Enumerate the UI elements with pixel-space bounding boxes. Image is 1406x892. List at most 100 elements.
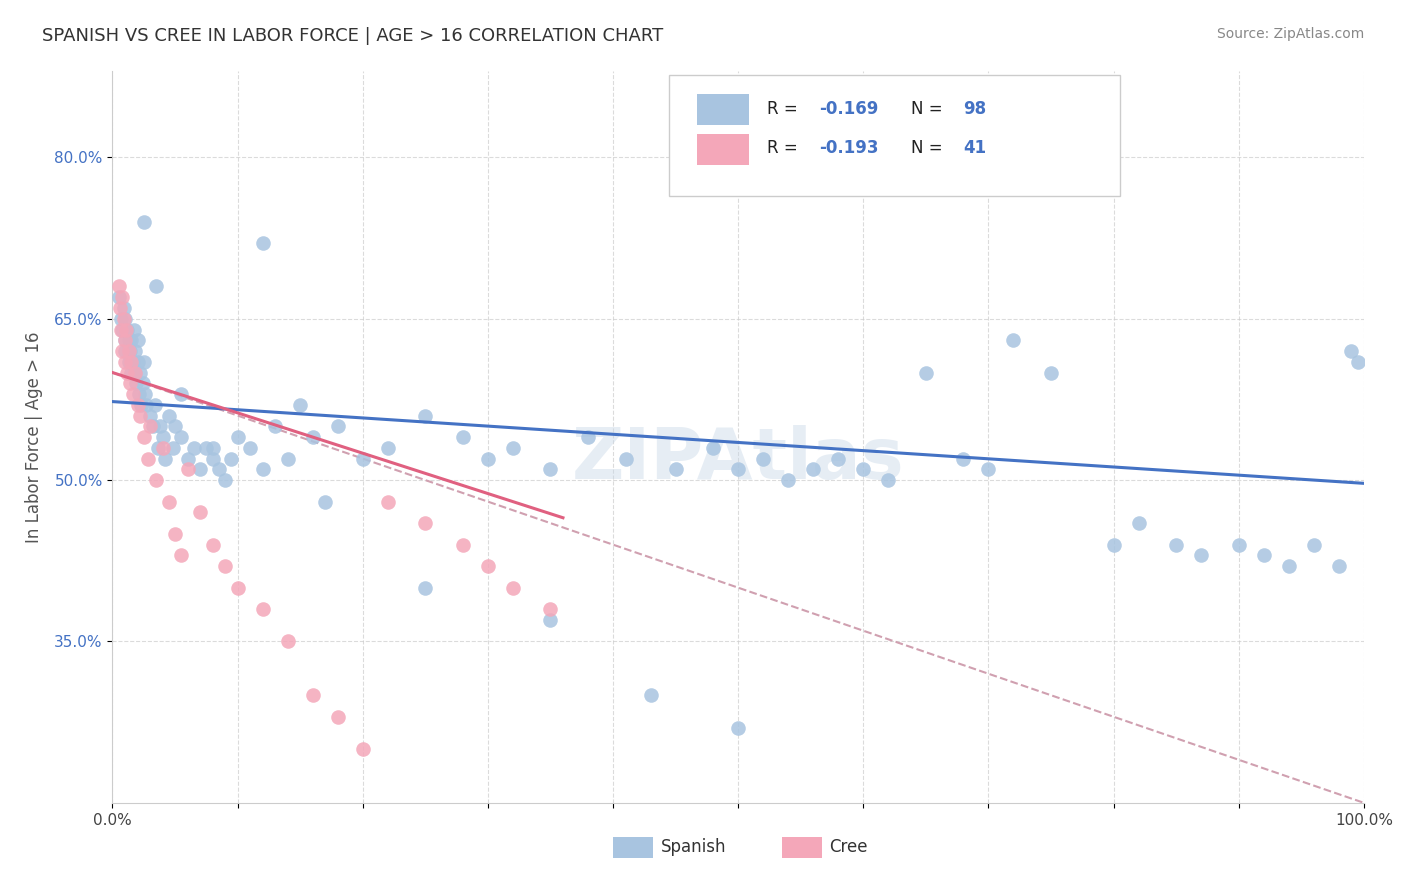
Point bbox=[110, 311, 132, 326]
Text: Spanish: Spanish bbox=[661, 838, 725, 856]
Text: R =: R = bbox=[766, 139, 803, 157]
Point bbox=[136, 451, 159, 466]
Point bbox=[112, 311, 135, 326]
Point bbox=[163, 527, 186, 541]
Point bbox=[121, 387, 143, 401]
Point bbox=[801, 462, 824, 476]
Point bbox=[120, 366, 142, 380]
Point bbox=[301, 430, 323, 444]
Point bbox=[208, 462, 231, 476]
Point bbox=[124, 366, 146, 380]
Point bbox=[201, 451, 224, 466]
Point bbox=[1002, 333, 1025, 347]
Point bbox=[131, 376, 153, 391]
Point bbox=[141, 419, 163, 434]
Point bbox=[107, 279, 129, 293]
Point bbox=[664, 462, 686, 476]
Point bbox=[877, 473, 900, 487]
Point bbox=[214, 473, 236, 487]
Point bbox=[1102, 538, 1125, 552]
Point bbox=[702, 441, 724, 455]
Point bbox=[118, 376, 141, 391]
Point bbox=[915, 366, 938, 380]
Point bbox=[124, 366, 146, 380]
Point bbox=[170, 430, 193, 444]
Point bbox=[145, 279, 167, 293]
Point bbox=[413, 581, 436, 595]
Point bbox=[132, 430, 155, 444]
Point bbox=[120, 355, 142, 369]
Point bbox=[114, 311, 136, 326]
Point bbox=[264, 419, 287, 434]
Point bbox=[1278, 559, 1301, 574]
Point bbox=[111, 344, 134, 359]
Point bbox=[640, 688, 662, 702]
Point bbox=[252, 236, 274, 251]
Point bbox=[170, 549, 193, 563]
Point bbox=[1227, 538, 1250, 552]
Point bbox=[727, 462, 749, 476]
Point bbox=[214, 559, 236, 574]
Point bbox=[314, 494, 336, 508]
Point bbox=[413, 516, 436, 530]
Point bbox=[157, 494, 180, 508]
Point bbox=[135, 398, 157, 412]
Point bbox=[451, 538, 474, 552]
FancyBboxPatch shape bbox=[613, 838, 652, 858]
Point bbox=[221, 451, 243, 466]
Point bbox=[110, 322, 132, 336]
Point bbox=[538, 613, 561, 627]
Point bbox=[152, 430, 174, 444]
Point bbox=[301, 688, 323, 702]
Point bbox=[352, 451, 374, 466]
Point bbox=[176, 451, 198, 466]
Point bbox=[195, 441, 218, 455]
Point bbox=[121, 355, 143, 369]
Text: Source: ZipAtlas.com: Source: ZipAtlas.com bbox=[1216, 27, 1364, 41]
Point bbox=[576, 430, 599, 444]
Point bbox=[188, 462, 211, 476]
Point bbox=[201, 441, 224, 455]
FancyBboxPatch shape bbox=[697, 135, 749, 165]
Point bbox=[114, 344, 136, 359]
Point bbox=[1302, 538, 1324, 552]
Text: N =: N = bbox=[911, 139, 948, 157]
Point bbox=[352, 742, 374, 756]
Point bbox=[226, 581, 249, 595]
Text: N =: N = bbox=[911, 100, 948, 118]
Point bbox=[277, 451, 299, 466]
Point bbox=[122, 322, 145, 336]
Point bbox=[778, 473, 800, 487]
Point bbox=[477, 451, 499, 466]
Point bbox=[614, 451, 637, 466]
Point bbox=[127, 398, 149, 412]
Point bbox=[377, 441, 399, 455]
Point bbox=[107, 290, 129, 304]
FancyBboxPatch shape bbox=[697, 94, 749, 125]
Point bbox=[502, 441, 524, 455]
Point bbox=[127, 355, 149, 369]
Point bbox=[1128, 516, 1150, 530]
Text: ZIPAtlas: ZIPAtlas bbox=[572, 425, 904, 493]
Point bbox=[111, 322, 134, 336]
Text: SPANISH VS CREE IN LABOR FORCE | AGE > 16 CORRELATION CHART: SPANISH VS CREE IN LABOR FORCE | AGE > 1… bbox=[42, 27, 664, 45]
Point bbox=[120, 333, 142, 347]
Text: -0.169: -0.169 bbox=[820, 100, 879, 118]
Y-axis label: In Labor Force | Age > 16: In Labor Force | Age > 16 bbox=[25, 331, 44, 543]
Text: R =: R = bbox=[766, 100, 803, 118]
Point bbox=[538, 462, 561, 476]
Point bbox=[451, 430, 474, 444]
Point bbox=[111, 290, 134, 304]
Point bbox=[1039, 366, 1063, 380]
Point bbox=[162, 441, 184, 455]
Point bbox=[139, 419, 162, 434]
Point bbox=[125, 376, 148, 391]
Point bbox=[188, 505, 211, 519]
Point bbox=[1189, 549, 1212, 563]
Point bbox=[477, 559, 499, 574]
Point bbox=[413, 409, 436, 423]
Point bbox=[239, 441, 262, 455]
FancyBboxPatch shape bbox=[669, 75, 1119, 195]
Point bbox=[129, 409, 152, 423]
Point bbox=[118, 344, 141, 359]
